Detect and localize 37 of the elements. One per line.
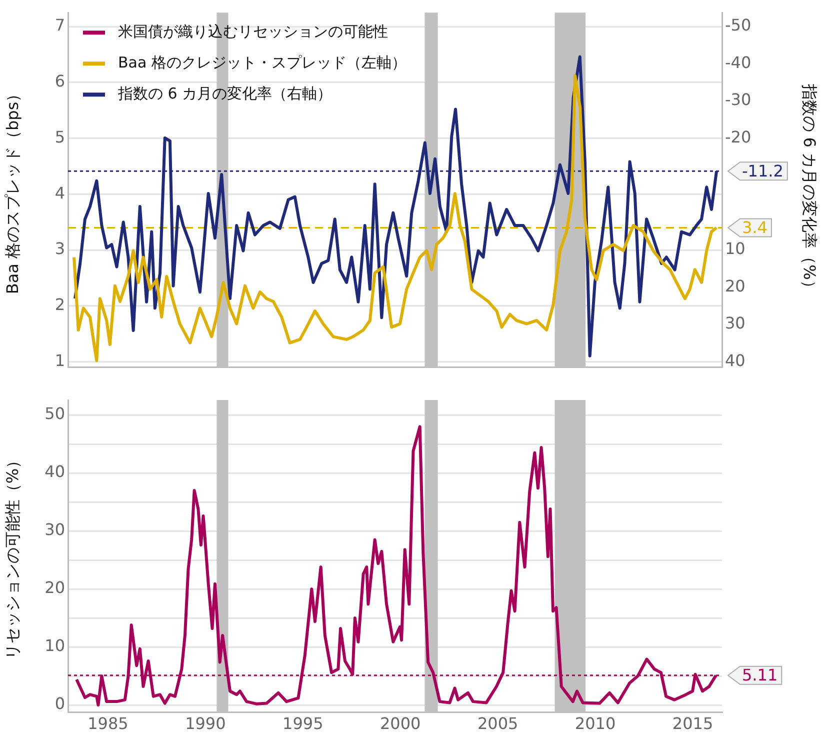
- y-tick-label: 4: [54, 183, 65, 202]
- y-tick-label: 0: [54, 694, 65, 714]
- y-tick-label: 3: [54, 239, 65, 258]
- y-axis-title: リセッションの可能性（%）: [2, 452, 22, 660]
- y2-tick-label: 40: [725, 350, 746, 370]
- x-tick-label: 2000: [380, 714, 421, 733]
- x-tick-label: 1995: [282, 714, 324, 733]
- legend-label: Baa 格のクレジット・スプレッド（左軸）: [118, 53, 406, 72]
- y-axis-title: Baa 格のスプレッド（bps）: [2, 86, 22, 294]
- y-tick-label: 7: [54, 16, 65, 35]
- legend-label: 指数の 6 カ月の変化率（右軸）: [117, 84, 332, 102]
- ref-line-label: -11.2: [742, 161, 784, 180]
- y2-tick-label: -50: [725, 16, 752, 35]
- y2-tick-label: 30: [725, 314, 746, 333]
- text: 米国債が織り込むリセッションの可能性: [118, 22, 388, 40]
- ref-line-label: 5.11: [742, 666, 778, 685]
- y2-tick-label: 10: [725, 239, 746, 258]
- x-tick-label: 2005: [477, 714, 518, 733]
- x-tick-label: 2015: [672, 714, 714, 733]
- y2-tick-label: -30: [725, 90, 752, 110]
- y-tick-label: 1: [54, 350, 65, 370]
- y2-tick-label: -20: [725, 127, 752, 146]
- y-tick-label: 2: [54, 295, 65, 314]
- y-tick-label: 5: [54, 127, 65, 146]
- y-tick-label: 30: [44, 520, 65, 540]
- ref-line-label: 3.4: [742, 218, 768, 237]
- x-tick-label: 2010: [574, 714, 616, 733]
- y-tick-label: 10: [44, 636, 65, 656]
- y2-axis-title: 指数の 6 カ月の変化率（%）: [800, 83, 820, 296]
- y-tick-label: 6: [54, 72, 65, 91]
- y-tick-label: 40: [44, 462, 65, 482]
- y-tick-label: 20: [44, 578, 65, 598]
- x-tick-label: 1985: [88, 714, 128, 733]
- y2-tick-label: -40: [725, 52, 752, 72]
- y2-tick-label: 20: [725, 276, 746, 296]
- x-tick-label: 1990: [185, 714, 226, 733]
- y-tick-label: 50: [44, 404, 65, 424]
